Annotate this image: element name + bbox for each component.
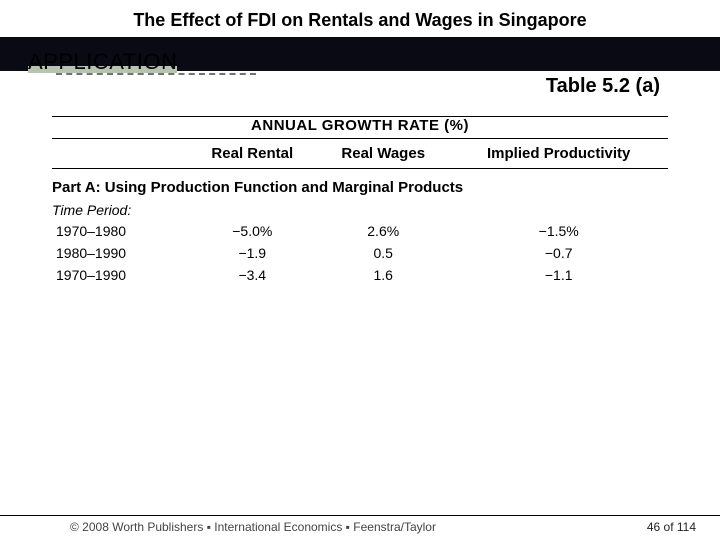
cell-rental: −3.4 <box>188 264 318 286</box>
cell-wages: 1.6 <box>317 264 449 286</box>
table-period-label: Time Period: <box>52 198 668 220</box>
cell-period: 1970–1990 <box>52 264 188 286</box>
table-super-header: ANNUAL GROWTH RATE (%) <box>52 116 668 138</box>
application-label: APPLICATION <box>28 49 177 74</box>
table-number-label: Table 5.2 (a) <box>546 75 660 98</box>
table-row: 1970–1990 −3.4 1.6 −1.1 <box>52 264 668 286</box>
cell-rental: −1.9 <box>188 242 318 264</box>
application-row: APPLICATION Table 5.2 (a) <box>0 49 720 98</box>
col-blank <box>52 139 188 169</box>
cell-period: 1970–1980 <box>52 220 188 242</box>
footer-page-number: 46 of 114 <box>647 520 696 534</box>
col-real-wages: Real Wages <box>317 139 449 169</box>
title-bar: The Effect of FDI on Rentals and Wages i… <box>0 0 720 37</box>
data-table-wrap: ANNUAL GROWTH RATE (%) Real Rental Real … <box>52 116 668 286</box>
table-row: 1980–1990 −1.9 0.5 −0.7 <box>52 242 668 264</box>
table-part-label: Part A: Using Production Function and Ma… <box>52 169 668 199</box>
table-period-label-row: Time Period: <box>52 198 668 220</box>
table-column-headers: Real Rental Real Wages Implied Productiv… <box>52 139 668 169</box>
cell-wages: 0.5 <box>317 242 449 264</box>
cell-period: 1980–1990 <box>52 242 188 264</box>
table-row: 1970–1980 −5.0% 2.6% −1.5% <box>52 220 668 242</box>
footer: © 2008 Worth Publishers ▪ International … <box>0 515 720 534</box>
table-part-label-row: Part A: Using Production Function and Ma… <box>52 169 668 199</box>
col-implied-productivity: Implied Productivity <box>449 139 668 169</box>
cell-prod: −1.1 <box>449 264 668 286</box>
application-label-wrap: APPLICATION <box>28 49 177 75</box>
cell-prod: −0.7 <box>449 242 668 264</box>
data-table: Real Rental Real Wages Implied Productiv… <box>52 138 668 286</box>
cell-wages: 2.6% <box>317 220 449 242</box>
cell-rental: −5.0% <box>188 220 318 242</box>
footer-copyright: © 2008 Worth Publishers ▪ International … <box>70 520 436 534</box>
cell-prod: −1.5% <box>449 220 668 242</box>
col-real-rental: Real Rental <box>188 139 318 169</box>
page-title: The Effect of FDI on Rentals and Wages i… <box>133 10 586 30</box>
